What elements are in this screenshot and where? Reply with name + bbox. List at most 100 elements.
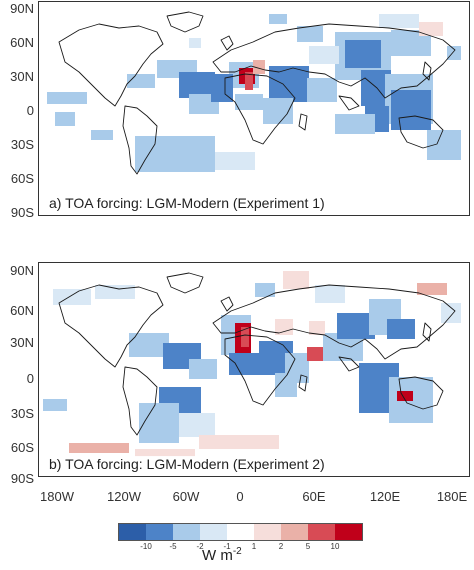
forcing-cell <box>283 271 309 289</box>
lat-label: 60N <box>10 35 34 50</box>
coastline <box>212 23 456 99</box>
lat-label: 0 <box>26 371 34 386</box>
coastline <box>422 322 432 342</box>
units-text: W m <box>202 547 233 564</box>
coastlines <box>58 11 456 175</box>
lon-label: 120E <box>369 489 401 504</box>
forcing-cell <box>253 60 265 74</box>
forcing-cell <box>397 391 413 401</box>
forcing-field <box>47 14 461 172</box>
forcing-cell <box>139 403 179 443</box>
forcing-cell <box>55 112 75 126</box>
lat-label: 90N <box>10 263 34 278</box>
coastline <box>58 23 164 107</box>
forcing-cell <box>199 435 279 449</box>
colorbar-tick-label: -2 <box>196 542 204 551</box>
lat-label: 90N <box>10 1 34 16</box>
lat-label: 90S <box>10 205 34 220</box>
lat-label: 0 <box>26 103 34 118</box>
forcing-cell <box>391 90 431 130</box>
lat-label: 30N <box>10 335 34 350</box>
coastline <box>224 73 296 145</box>
forcing-cell <box>43 399 67 411</box>
colorbar-tick-label: -1 <box>223 542 231 551</box>
lon-label: 180E <box>436 489 468 504</box>
coastline <box>220 296 234 312</box>
lon-label: 60W <box>172 489 200 504</box>
colorbar-tick-label: 10 <box>330 542 340 551</box>
coastline <box>298 374 308 392</box>
forcing-cell <box>135 449 195 457</box>
coastline <box>422 61 432 81</box>
colorbar-swatch <box>173 524 200 540</box>
forcing-cell <box>215 152 255 170</box>
forcing-cell <box>309 321 325 335</box>
forcing-cell <box>297 26 323 42</box>
forcing-cell <box>189 38 201 48</box>
forcing-cell <box>379 14 419 28</box>
forcing-cell <box>135 136 215 172</box>
lon-label: 60E <box>302 489 326 504</box>
colorbar-swatch <box>119 524 146 540</box>
forcing-cell <box>179 72 215 98</box>
coastline <box>166 11 204 33</box>
forcing-cell <box>235 94 263 110</box>
forcing-cell <box>419 22 443 36</box>
forcing-cell <box>269 66 309 102</box>
colorbar-swatch <box>227 524 254 540</box>
forcing-cell <box>127 74 155 88</box>
colorbar-swatch <box>281 524 308 540</box>
coastline <box>220 35 234 51</box>
forcing-cell <box>345 40 381 68</box>
forcing-cell <box>447 46 461 60</box>
colorbar-swatch <box>254 524 281 540</box>
lat-label: 60S <box>10 171 34 186</box>
colorbar-swatch <box>308 524 335 540</box>
forcing-cell <box>179 413 215 437</box>
forcing-cell <box>417 283 447 295</box>
colorbar-tick-label: 2 <box>278 542 284 551</box>
coastline <box>122 105 158 175</box>
colorbar-swatch <box>335 524 362 540</box>
forcing-cell <box>211 74 233 102</box>
coastline <box>338 95 360 111</box>
colorbar-tick-label: -5 <box>169 542 177 551</box>
lat-label: 30S <box>10 406 34 421</box>
forcing-cell <box>53 289 91 305</box>
forcing-cell <box>307 78 337 102</box>
lon-label: 0 <box>236 489 244 504</box>
panel-title-a: a) TOA forcing: LGM-Modern (Experiment 1… <box>47 195 327 211</box>
map-panel-a: a) TOA forcing: LGM-Modern (Experiment 1… <box>38 1 470 216</box>
lat-label: 60S <box>10 440 34 455</box>
forcing-cell <box>255 283 275 297</box>
coastline <box>122 366 158 436</box>
forcing-cell <box>241 327 249 347</box>
forcing-cell <box>69 443 129 453</box>
forcing-cell <box>245 72 253 90</box>
forcing-cell <box>229 353 259 375</box>
forcing-cell <box>335 114 375 134</box>
forcing-cell <box>189 359 217 379</box>
forcing-cell <box>387 319 415 339</box>
coastline <box>298 113 308 131</box>
coastlines <box>58 272 456 436</box>
coastline <box>398 115 444 149</box>
forcing-cell <box>441 303 461 323</box>
forcing-cell <box>129 333 169 357</box>
forcing-cell <box>307 347 325 361</box>
forcing-cell <box>91 130 113 140</box>
forcing-cell <box>47 92 87 104</box>
forcing-map-b <box>43 271 461 457</box>
colorbar-units: W m-2 <box>202 546 242 564</box>
forcing-cell <box>337 313 375 339</box>
coastline <box>398 376 444 410</box>
colorbar-tick-label: -10 <box>140 542 152 551</box>
colorbar-swatch <box>200 524 227 540</box>
lat-label: 30S <box>10 137 34 152</box>
forcing-cell <box>309 46 339 64</box>
lon-label: 180W <box>40 489 74 504</box>
forcing-cell <box>275 319 293 335</box>
forcing-cell <box>315 285 345 303</box>
forcing-field <box>43 271 461 457</box>
lat-label: 30N <box>10 69 34 84</box>
